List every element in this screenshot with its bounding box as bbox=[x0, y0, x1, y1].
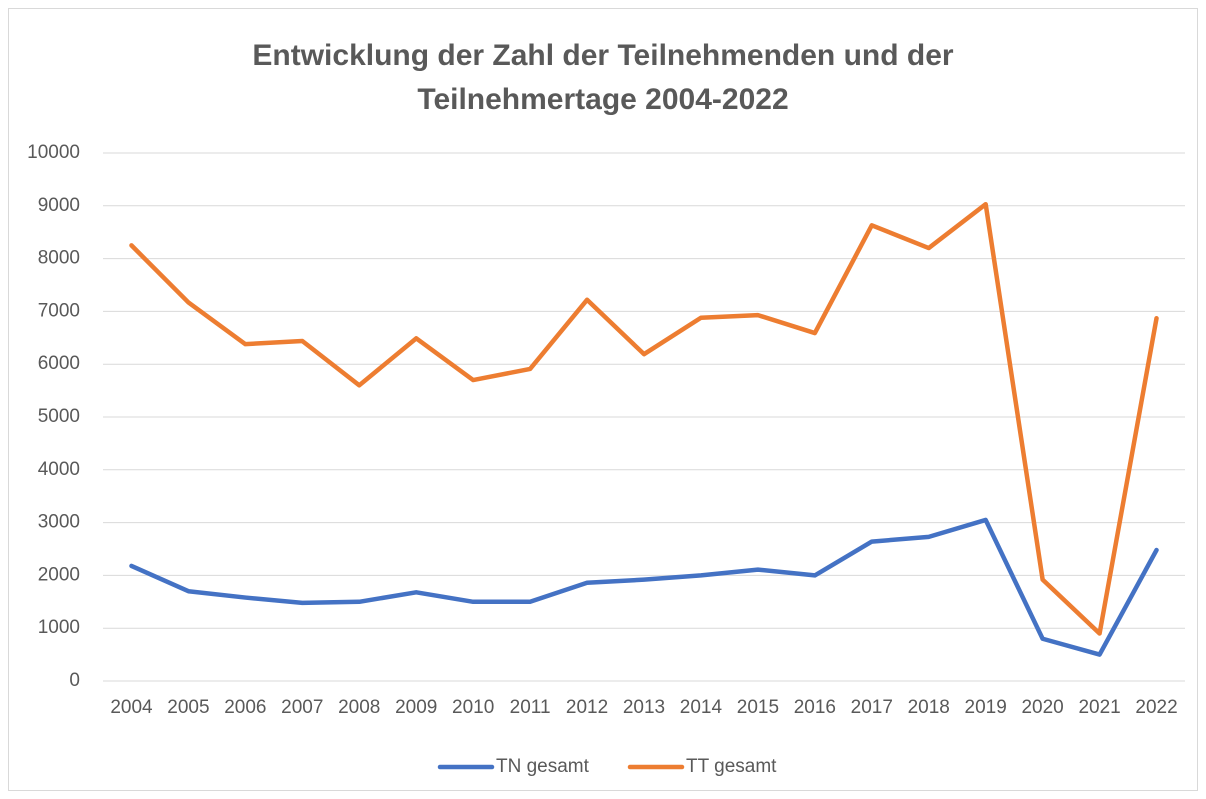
x-tick-label: 2013 bbox=[623, 697, 665, 718]
x-tick-label: 2012 bbox=[566, 697, 608, 718]
x-tick-label: 2008 bbox=[338, 697, 380, 718]
x-tick-label: 2005 bbox=[167, 697, 209, 718]
y-tick-label: 6000 bbox=[38, 353, 80, 374]
x-tick-label: 2022 bbox=[1135, 697, 1177, 718]
x-tick-label: 2016 bbox=[794, 697, 836, 718]
y-tick-label: 8000 bbox=[38, 248, 80, 269]
x-tick-label: 2020 bbox=[1021, 697, 1063, 718]
x-tick-label: 2018 bbox=[908, 697, 950, 718]
y-tick-label: 10000 bbox=[27, 142, 80, 163]
y-tick-label: 1000 bbox=[38, 617, 80, 638]
y-tick-label: 3000 bbox=[38, 512, 80, 533]
x-tick-label: 2015 bbox=[737, 697, 779, 718]
x-tick-label: 2007 bbox=[281, 697, 323, 718]
x-tick-label: 2021 bbox=[1078, 697, 1120, 718]
x-tick-label: 2019 bbox=[965, 697, 1007, 718]
legend-label: TT gesamt bbox=[686, 756, 777, 777]
chart-title: Teilnehmertage 2004-2022 bbox=[417, 83, 788, 116]
chart-title: Entwicklung der Zahl der Teilnehmenden u… bbox=[252, 39, 954, 72]
y-tick-label: 7000 bbox=[38, 300, 80, 321]
series-line bbox=[129, 517, 1159, 657]
y-tick-label: 9000 bbox=[38, 195, 80, 216]
x-tick-label: 2017 bbox=[851, 697, 893, 718]
x-tick-label: 2009 bbox=[395, 697, 437, 718]
series-line bbox=[129, 201, 1159, 636]
x-tick-label: 2014 bbox=[680, 697, 723, 718]
chart-frame bbox=[8, 8, 1198, 791]
legend-label: TN gesamt bbox=[496, 756, 590, 777]
x-tick-label: 2004 bbox=[110, 697, 153, 718]
y-tick-label: 5000 bbox=[38, 406, 80, 427]
x-tick-label: 2011 bbox=[510, 697, 551, 718]
x-tick-label: 2010 bbox=[452, 697, 494, 718]
y-tick-label: 2000 bbox=[38, 564, 80, 585]
y-tick-label: 4000 bbox=[38, 459, 80, 480]
y-tick-label: 0 bbox=[69, 670, 80, 691]
x-tick-label: 2006 bbox=[224, 697, 266, 718]
